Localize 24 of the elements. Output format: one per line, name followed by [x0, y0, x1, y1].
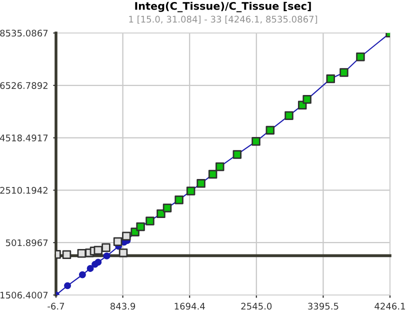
y-tick-label: 1506.4007 — [0, 292, 48, 299]
y-tick-label: 6526.7892 — [0, 82, 48, 89]
x-tick-label: 4246.1 — [374, 302, 405, 310]
y-tick-label: 8535.0867 — [0, 30, 48, 37]
x-tick-label: 843.9 — [110, 302, 136, 310]
point — [86, 265, 94, 272]
x-tick-label: -6.7 — [48, 302, 64, 310]
x-tick-label: 3395.5 — [308, 302, 338, 310]
x-tick-label: 1694.4 — [174, 302, 205, 310]
point — [122, 232, 131, 240]
point — [102, 243, 110, 252]
point — [118, 248, 128, 258]
chart-subtitle: 1 [15.0, 31.084] - 33 [4246.1, 8535.0867] — [129, 16, 318, 24]
point — [64, 282, 71, 290]
point — [94, 258, 102, 266]
x-tick-label: 2545.0 — [241, 302, 272, 310]
y-tick-label: 4518.4917 — [0, 134, 48, 142]
point — [103, 252, 110, 260]
y-tick-label: 501.8967 — [6, 239, 48, 246]
y-tick-label: 2510.1942 — [0, 186, 48, 194]
chart-title: Integ(C_Tissue)/C_Tissue [sec] — [135, 2, 311, 12]
point — [113, 237, 122, 246]
point — [78, 271, 86, 278]
point — [62, 250, 72, 260]
